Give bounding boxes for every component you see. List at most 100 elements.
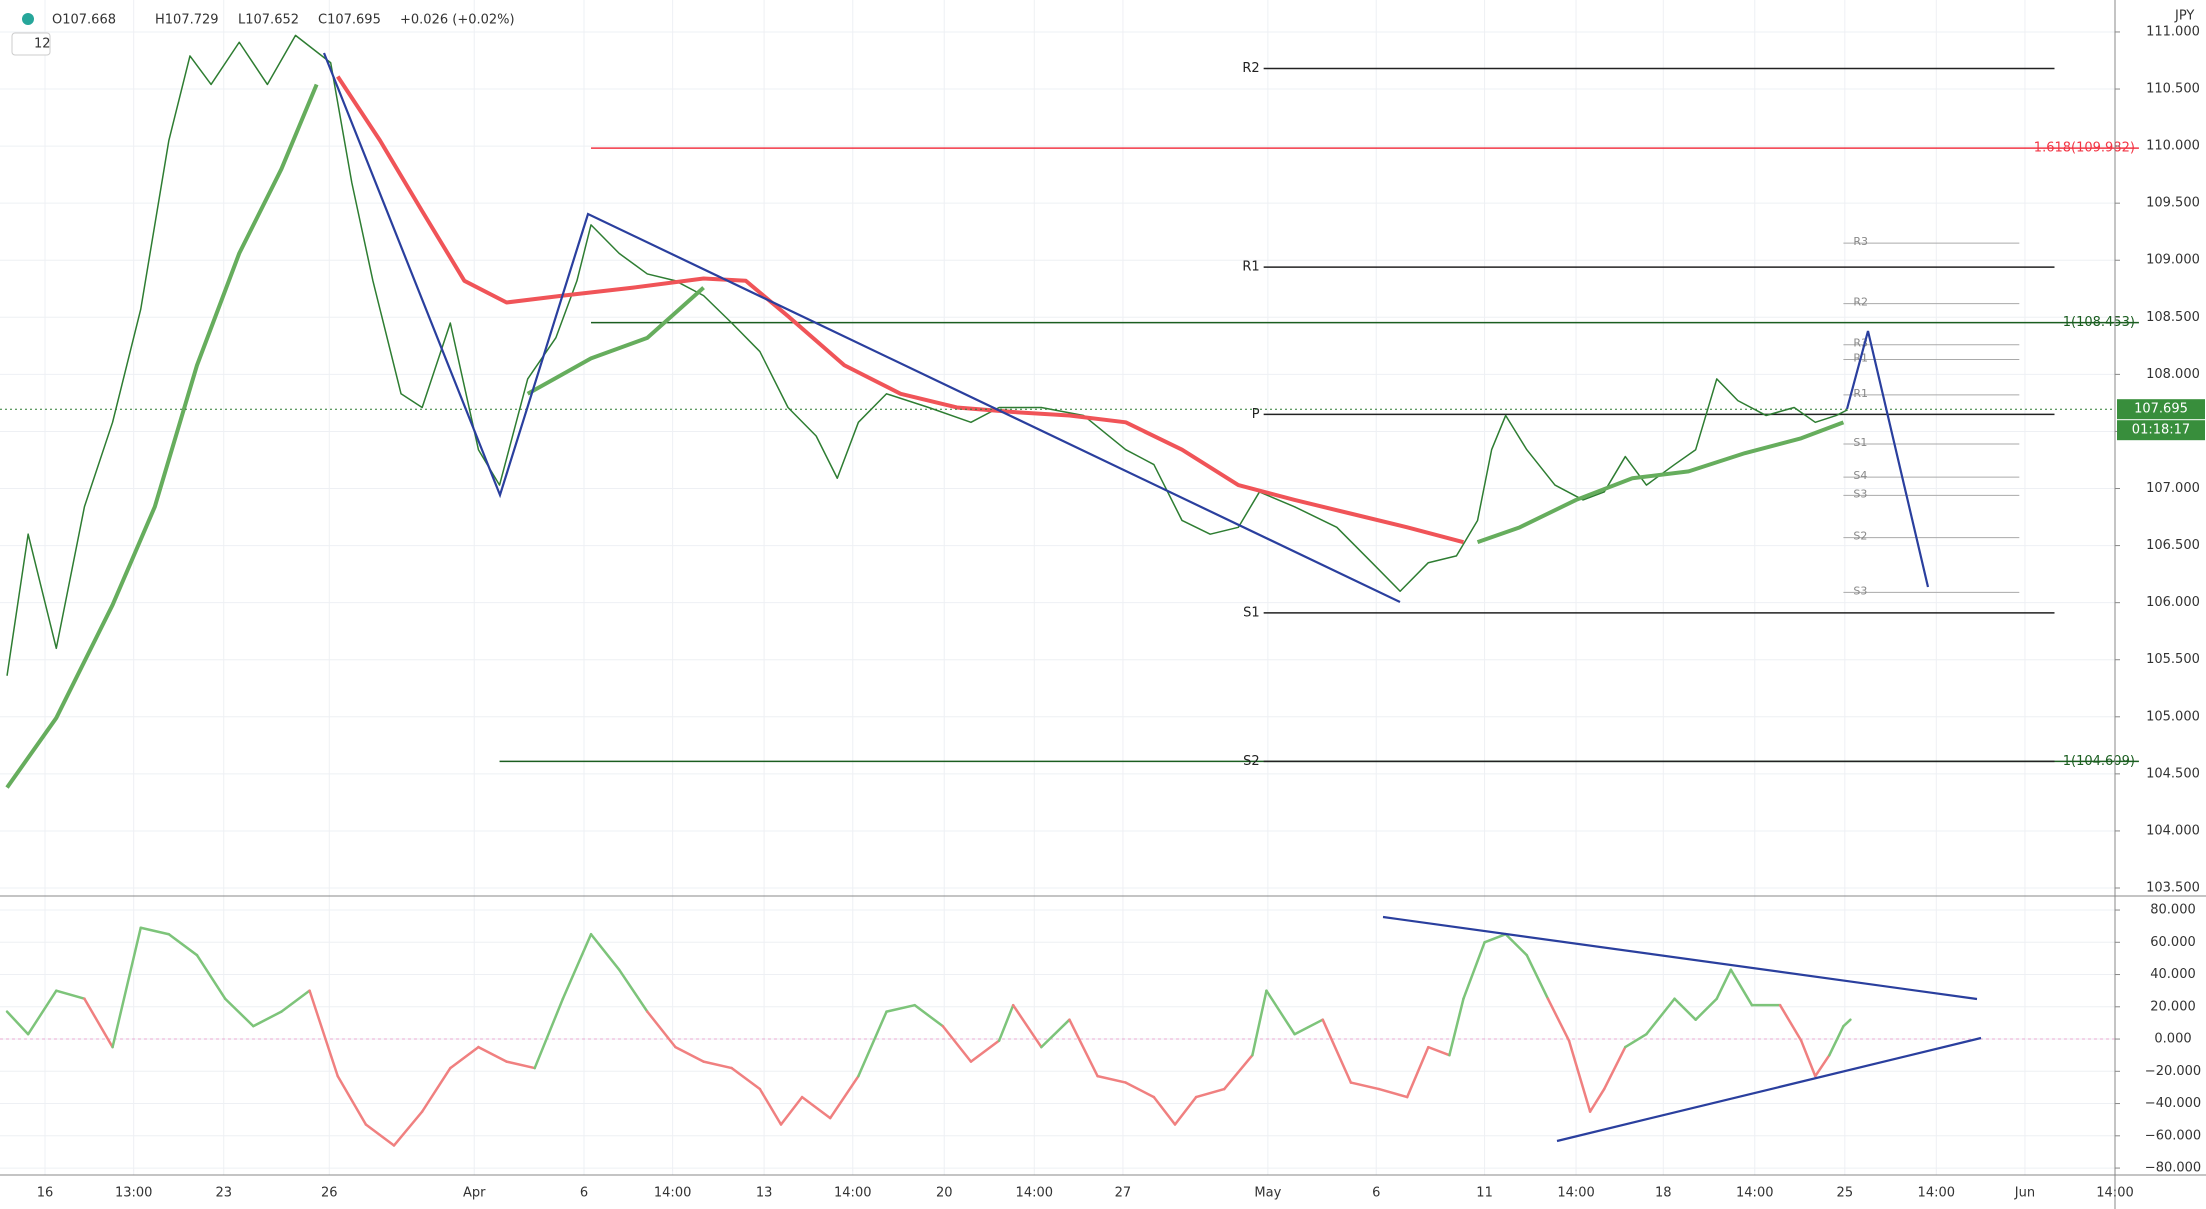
level-label: S1	[1243, 605, 1260, 620]
ohlc-low: L107.652	[238, 13, 299, 28]
y-tick-label: −60.000	[2145, 1128, 2201, 1143]
oscillator-segment	[83, 997, 114, 1049]
oscillator-segment	[1068, 1018, 1099, 1078]
x-tick-label: 6	[580, 1186, 588, 1201]
x-tick-label: 14:00	[1557, 1186, 1594, 1201]
x-tick-label: Apr	[463, 1186, 486, 1201]
oscillator-segment	[5, 1010, 30, 1036]
oscillator-segment	[533, 997, 565, 1070]
y-tick-label: −40.000	[2145, 1096, 2201, 1111]
oscillator-segment	[1377, 1087, 1409, 1099]
oscillator-segment	[139, 926, 171, 936]
y-tick-label: 109.000	[2146, 253, 2200, 268]
status-dot	[22, 13, 34, 25]
x-tick-label: 23	[215, 1186, 232, 1201]
oscillator-segment	[1588, 1087, 1606, 1113]
oscillator-segment	[1602, 1045, 1627, 1091]
oscillator-segment	[1729, 968, 1754, 1007]
x-tick-label: 14:00	[2096, 1186, 2133, 1201]
oscillator-segment	[1223, 1053, 1254, 1091]
oscillator-segment	[885, 1003, 916, 1013]
minor-level-label: S3	[1853, 584, 1867, 597]
oscillator-segment	[617, 968, 649, 1013]
minor-level-label: R2	[1853, 296, 1868, 309]
y-tick-label: 105.500	[2146, 652, 2200, 667]
oscillator-segment	[111, 926, 142, 1049]
level-label: P	[1252, 407, 1260, 422]
oscillator-segment	[702, 1060, 733, 1070]
oscillator-segment	[1349, 1081, 1381, 1091]
series-line	[1476, 420, 1845, 545]
y-tick-label: 60.000	[2150, 935, 2196, 950]
oscillator-segment	[561, 932, 593, 1000]
oscillator-segment	[1427, 1045, 1451, 1057]
oscillator-segment	[55, 989, 86, 1000]
osc-trend-line	[1556, 1036, 1982, 1143]
y-tick-label: 110.000	[2146, 139, 2200, 154]
oscillator-segment	[913, 1003, 945, 1028]
x-tick-label: May	[1254, 1186, 1281, 1201]
oscillator-segment	[1124, 1081, 1156, 1099]
oscillator-segment	[280, 989, 311, 1013]
interval-text: 12	[34, 37, 51, 52]
ohlc-close: C107.695	[318, 13, 381, 28]
oscillator-segment	[1645, 997, 1676, 1036]
level-label: 1(104.609)	[2063, 754, 2135, 769]
oscillator-segment	[1567, 1039, 1592, 1113]
interval-badge[interactable]	[11, 32, 51, 56]
x-tick-label: 13:00	[115, 1186, 152, 1201]
currency-label: JPY	[2174, 9, 2194, 24]
level-label: 1.618(109.982)	[2034, 141, 2135, 156]
x-tick-label: 25	[1837, 1186, 1854, 1201]
minor-level-label: S1	[1853, 436, 1867, 449]
oscillator-segment	[1293, 1018, 1325, 1036]
ohlc-change: +0.026 (+0.02%)	[400, 13, 515, 28]
oscillator-segment	[1778, 1003, 1803, 1042]
y-tick-label: 104.000	[2146, 823, 2200, 838]
series-line	[336, 75, 1464, 545]
x-tick-label: 27	[1115, 1186, 1132, 1201]
y-tick-label: 109.500	[2146, 196, 2200, 211]
level-label: R2	[1242, 61, 1259, 76]
oscillator-segment	[589, 932, 621, 971]
y-tick-label: 106.000	[2146, 595, 2200, 610]
oscillator-segment	[252, 1010, 283, 1028]
osc-trend-line	[1382, 915, 1978, 1001]
oscillator-segment	[1462, 941, 1486, 1000]
oscillator-segment	[1799, 1039, 1817, 1078]
oscillator-segment	[26, 989, 58, 1036]
x-tick-label: 26	[321, 1186, 338, 1201]
oscillator-segment	[1525, 953, 1550, 1000]
y-tick-label: 106.500	[2146, 538, 2200, 553]
content: R2 1.618(109.982) R1 1(108.453) P S1 1(104.609…	[0, 34, 2139, 1147]
series-line	[526, 286, 705, 396]
oscillator-segment	[800, 1095, 832, 1120]
oscillator-segment	[1814, 1053, 1831, 1078]
last-price-label: 107.695	[2134, 402, 2188, 417]
oscillator-segment	[364, 1123, 396, 1147]
oscillator-segment	[1673, 997, 1697, 1021]
oscillator-segment	[477, 1045, 508, 1063]
x-tick-label: 14:00	[1918, 1186, 1955, 1201]
y-tick-label: 108.000	[2146, 367, 2200, 382]
x-tick-label: 13	[756, 1186, 773, 1201]
oscillator-segment	[1694, 997, 1719, 1021]
oscillator-segment	[1483, 932, 1507, 944]
series-line	[6, 34, 1848, 676]
y-tick-label: 103.500	[2146, 881, 2200, 896]
last-price-box	[2117, 399, 2205, 420]
oscillator-segment	[1828, 1024, 1845, 1057]
oscillator-segment	[1011, 1003, 1043, 1049]
oscillator-segment	[674, 1045, 705, 1063]
oscillator-segment	[1265, 989, 1296, 1036]
x-tick-label: Jun	[2014, 1186, 2035, 1201]
level-label: R1	[1242, 260, 1259, 275]
oscillator-segment	[758, 1087, 783, 1126]
y-tick-label: 110.500	[2146, 82, 2200, 97]
oscillator-segment	[1194, 1087, 1226, 1099]
x-tick-label: 14:00	[1016, 1186, 1053, 1201]
y-tick-label: 20.000	[2150, 999, 2196, 1014]
oscillator-segment	[1842, 1018, 1852, 1028]
